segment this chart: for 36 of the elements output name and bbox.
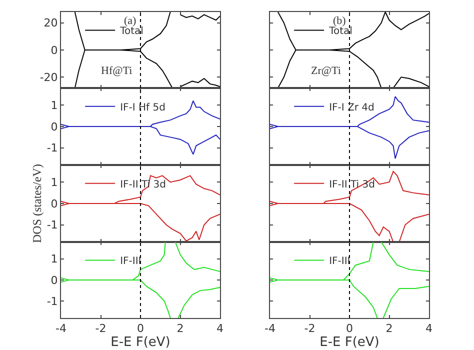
x-tick-label: -2 <box>95 322 106 336</box>
annotation: Hf@Ti <box>101 65 132 77</box>
y-tick-label: -1 <box>46 218 58 232</box>
annotation: (b) <box>333 15 346 27</box>
y-tick-label: 20 <box>44 16 58 30</box>
x-axis-title: E-E F(eV) <box>110 335 170 350</box>
y-tick-label: 0 <box>50 44 58 57</box>
x-tick-label: 4 <box>426 322 432 336</box>
x-tick-label: 2 <box>386 322 393 336</box>
legend-label: IF-II Ti 3d <box>329 179 375 190</box>
y-tick-label: 1 <box>50 98 58 112</box>
y-tick-label: -20 <box>40 70 58 84</box>
legend-label: IF-I Hf 5d <box>120 102 166 114</box>
x-tick-label: 4 <box>216 322 224 336</box>
y-tick-label: -1 <box>46 142 58 155</box>
x-tick-label: 0 <box>346 322 353 336</box>
x-tick-label: -4 <box>56 322 66 336</box>
x-tick-label: -4 <box>264 322 276 336</box>
x-tick-label: 0 <box>137 322 144 336</box>
y-tick-label: 0 <box>50 274 58 287</box>
y-tick-label: 1 <box>50 176 58 189</box>
x-axis-title: E-E F(eV) <box>320 335 380 350</box>
y-tick-label: 0 <box>50 197 58 210</box>
x-tick-label: 2 <box>176 322 184 336</box>
y-axis-title: DOS (states/eV) <box>30 164 44 243</box>
legend-label: Total <box>119 26 144 38</box>
annotation: (a) <box>124 15 137 27</box>
y-tick-label: -1 <box>46 294 58 308</box>
y-tick-label: 0 <box>50 120 58 134</box>
x-tick-label: -2 <box>304 322 316 336</box>
annotation: Zr@Ti <box>311 65 341 77</box>
legend-label: Total <box>328 26 352 38</box>
legend-label: IF-III <box>120 256 142 268</box>
legend-label: IF-III <box>329 256 350 268</box>
legend-label: IF-I Zr 4d <box>329 102 374 114</box>
y-tick-label: 1 <box>50 252 58 266</box>
